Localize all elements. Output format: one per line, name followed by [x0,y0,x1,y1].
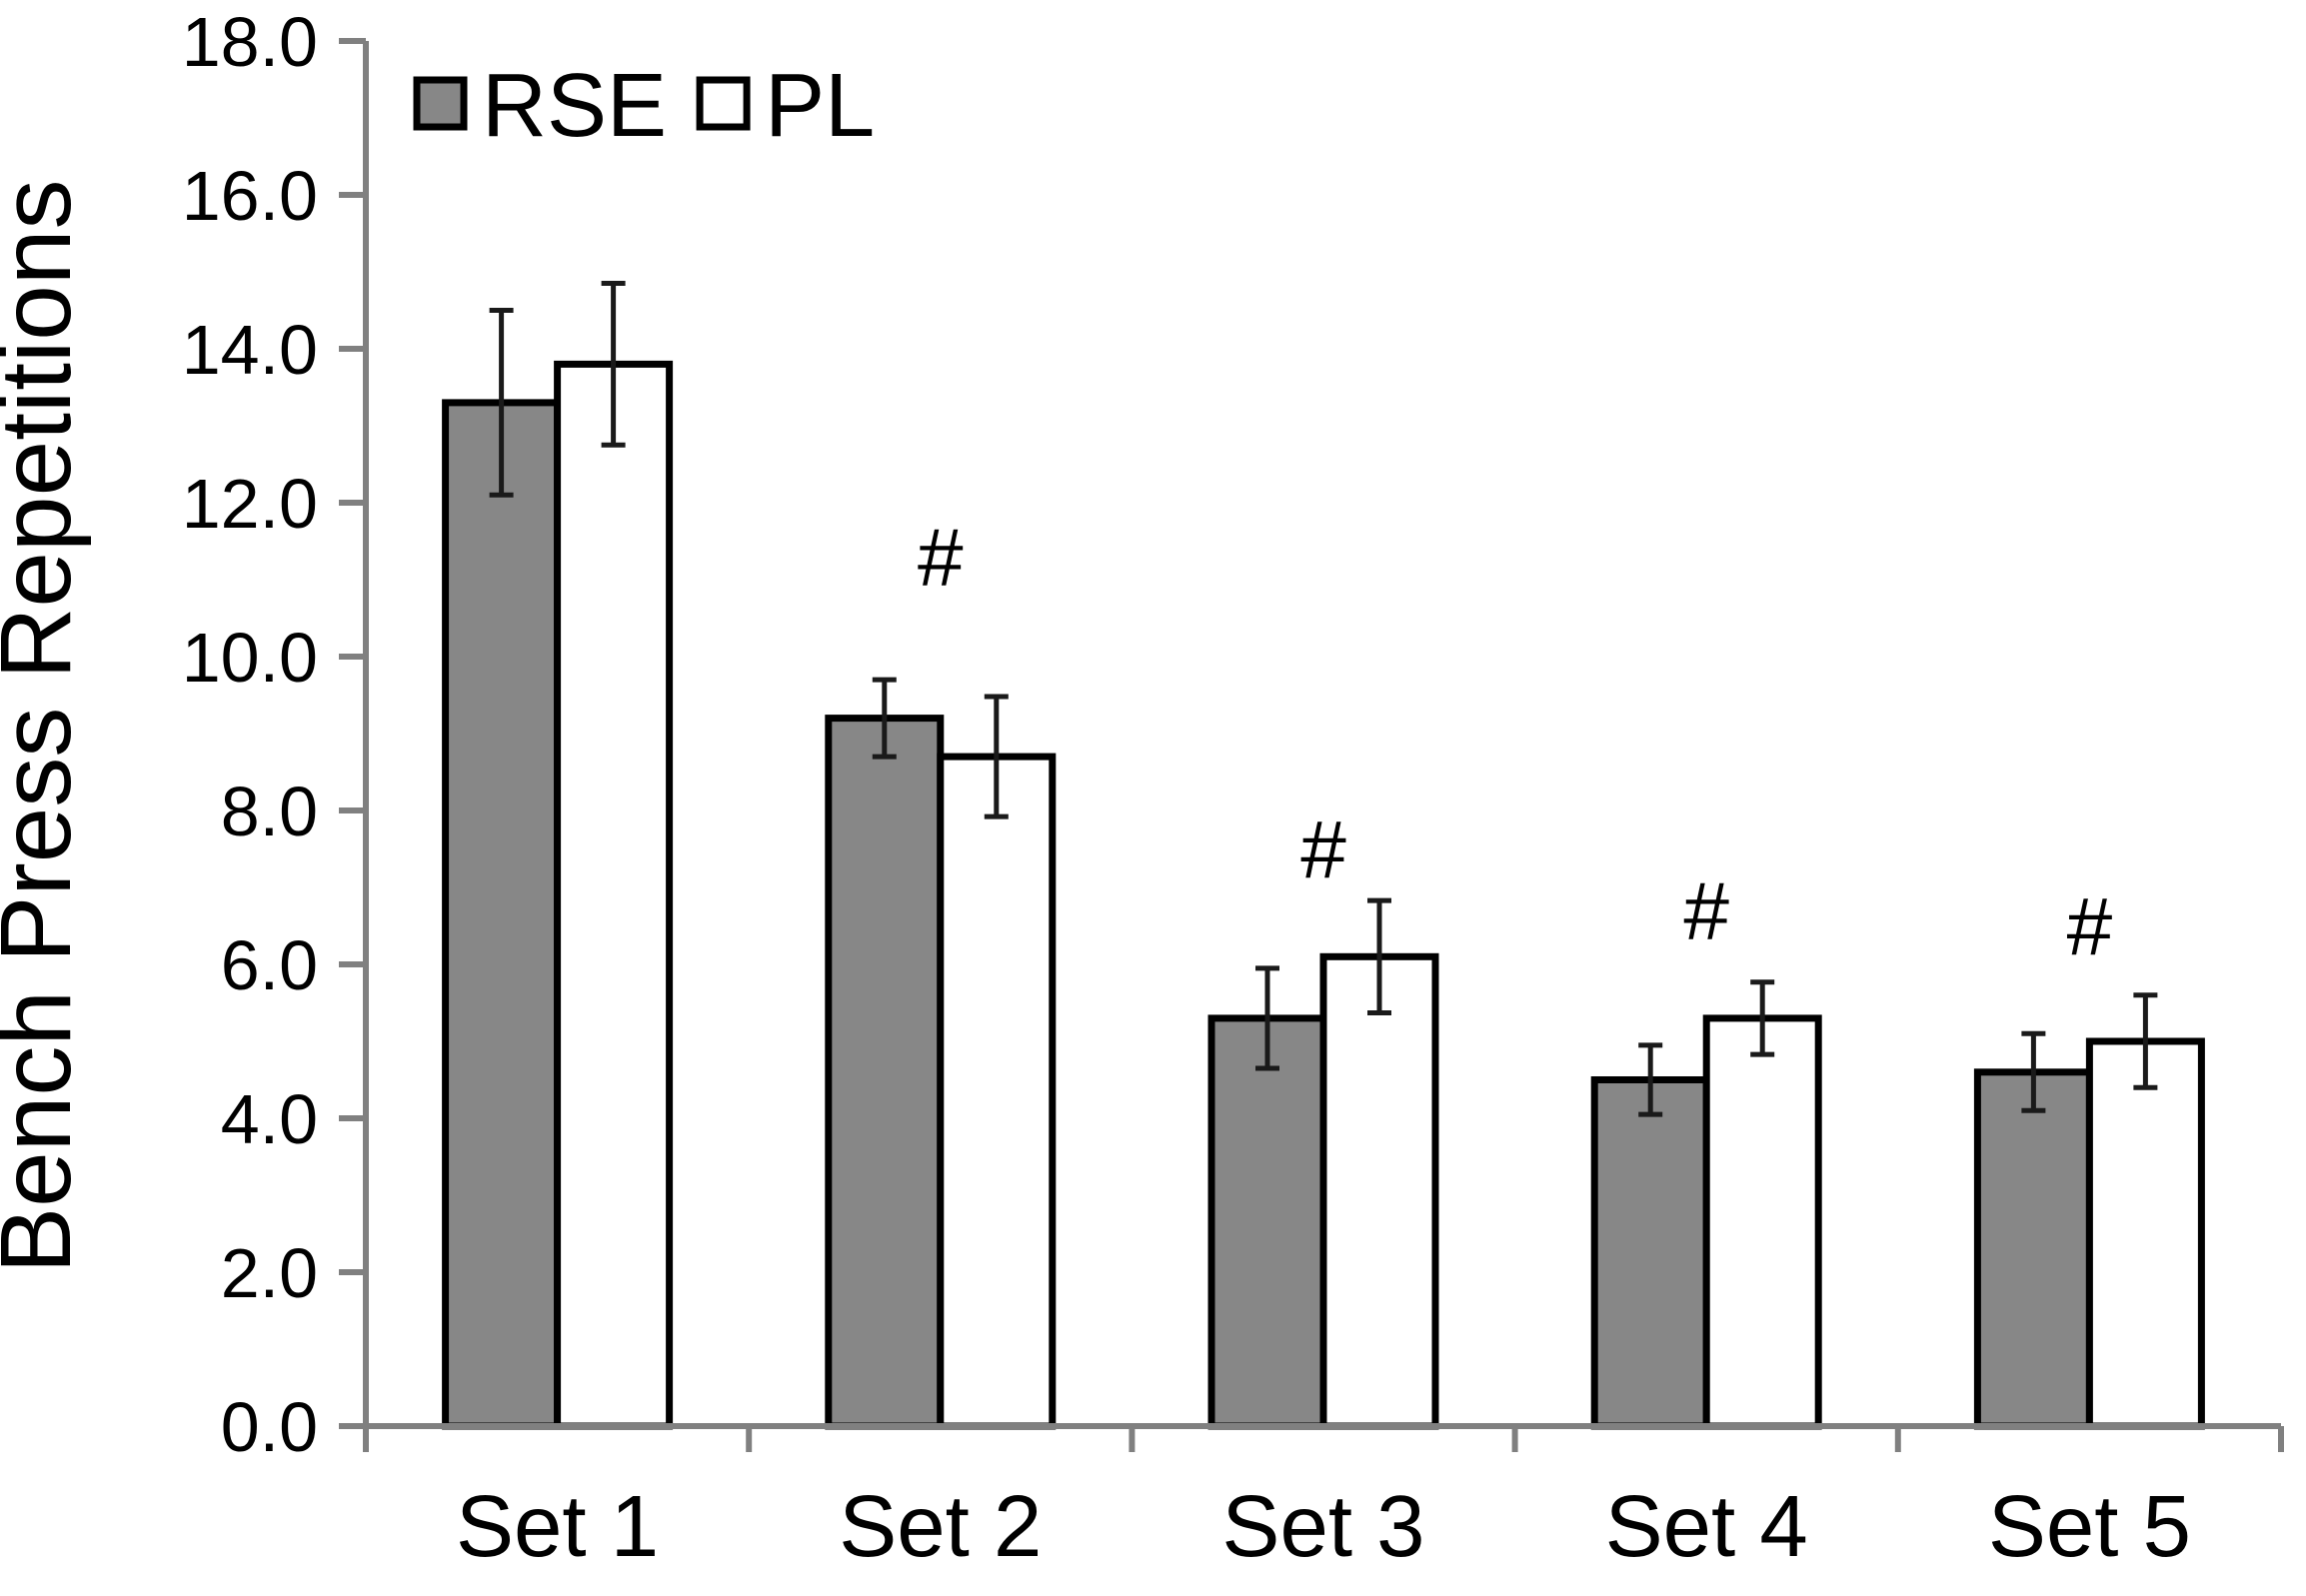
hash-annotation-set-5: # [2067,882,2113,973]
hash-annotation-set-2: # [918,513,964,604]
y-tick-label-14: 14.0 [182,311,318,389]
y-tick-label-4: 4.0 [221,1080,318,1158]
bar-pl-set-1 [554,360,674,1430]
hash-annotation-set-4: # [1683,866,1729,957]
hash-annotation-set-3: # [1300,805,1346,896]
bar-pl-set-4 [1702,1014,1822,1430]
legend-label-rse: RSE [482,56,667,156]
y-tick-label-10: 10.0 [182,619,318,697]
bar-rse-set-4 [1590,1076,1710,1430]
legend-swatch-rse [413,76,468,131]
bar-pl-set-2 [937,753,1057,1430]
y-tick-label-0: 0.0 [221,1388,318,1466]
x-label-set-5: Set 5 [1988,1478,2191,1575]
y-tick-label-6: 6.0 [221,926,318,1004]
y-axis-title: Bench Press Repetitions [0,179,92,1273]
y-tick-label-2: 2.0 [221,1234,318,1312]
y-tick-label-16: 16.0 [182,157,318,235]
y-tick-label-18: 18.0 [182,3,318,81]
bar-rse-set-3 [1207,1014,1327,1430]
legend-swatch-pl [696,76,751,131]
x-label-set-1: Set 1 [456,1478,659,1575]
bar-rse-set-2 [825,715,945,1430]
x-label-set-2: Set 2 [839,1478,1042,1575]
bar-rse-set-5 [1973,1068,2093,1430]
bar-pl-set-3 [1319,952,1439,1430]
y-tick-label-8: 8.0 [221,773,318,850]
x-label-set-4: Set 4 [1605,1478,1808,1575]
y-tick-label-12: 12.0 [182,465,318,543]
legend-label-pl: PL [765,56,875,156]
x-label-set-3: Set 3 [1221,1478,1424,1575]
bar-pl-set-5 [2085,1037,2205,1430]
bar-rse-set-1 [442,399,562,1430]
